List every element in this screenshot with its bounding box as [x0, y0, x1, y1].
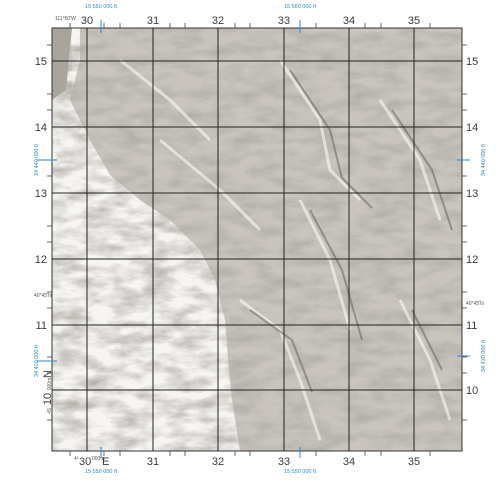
state-plane-right-lower: 34 430 000 ft	[481, 339, 487, 372]
state-plane-ticks	[37, 20, 470, 458]
grid-y-left-15: 15	[35, 56, 47, 68]
northing-prefix: 45	[47, 408, 53, 414]
northing-unit: 000m	[47, 378, 53, 391]
easting-unit: 000m	[92, 456, 105, 462]
grid-y-right-14: 14	[466, 122, 478, 134]
grid-y-left-14: 14	[35, 122, 47, 134]
grid-x-bottom-33: 33	[278, 456, 290, 468]
northing-main: 10	[42, 393, 54, 405]
utm-grid	[52, 28, 462, 451]
grid-y-left-12: 12	[35, 254, 47, 266]
state-plane-left-lower: 34 420 000 ft	[34, 344, 40, 377]
easting-dir: E	[102, 456, 109, 468]
grid-x-top-31: 31	[147, 15, 159, 27]
grid-y-right-13: 13	[466, 188, 478, 200]
grid-y-left-11: 11	[36, 320, 47, 332]
grid-x-top-34: 34	[343, 15, 355, 27]
easting-prefix: 4²	[74, 456, 79, 462]
grid-x-bottom-32: 32	[212, 456, 224, 468]
grid-x-bottom-31: 31	[147, 456, 159, 468]
grid-x-top-33: 33	[278, 15, 290, 27]
map-frame	[51, 27, 463, 452]
grid-x-top-30: 30	[81, 15, 93, 27]
hillshade-terrain	[52, 28, 462, 451]
grid-x-bottom-34: 34	[343, 456, 355, 468]
grid-y-right-10: 10	[466, 385, 478, 397]
state-plane-bottom-right: 15 550 000 ft	[284, 469, 317, 475]
state-plane-bottom-left: 15 550 000 ft	[85, 469, 118, 475]
easting-main: 30	[79, 456, 91, 468]
grid-y-right-12: 12	[466, 254, 478, 266]
grid-y-left-13: 13	[35, 188, 47, 200]
state-plane-left-upper: 34 440 000 ft	[34, 143, 40, 176]
corner-longitude-label: 111°50'W	[55, 16, 76, 22]
grid-x-bottom-35: 35	[408, 456, 420, 468]
grid-x-top-35: 35	[408, 15, 420, 27]
grid-x-top-32: 32	[212, 15, 224, 27]
latitude-right: 40°45'N	[466, 301, 484, 307]
grid-y-right-15: 15	[466, 56, 478, 68]
state-plane-top-left: 15 550 000 ft	[85, 4, 118, 10]
state-plane-top-right: 15 560 000 ft	[284, 4, 317, 10]
latitude-left: 40°45'N	[34, 293, 52, 299]
grid-y-right-11: 11	[466, 320, 477, 332]
northing-dir: N	[42, 370, 54, 378]
state-plane-right-upper: 34 440 000 ft	[481, 143, 487, 176]
